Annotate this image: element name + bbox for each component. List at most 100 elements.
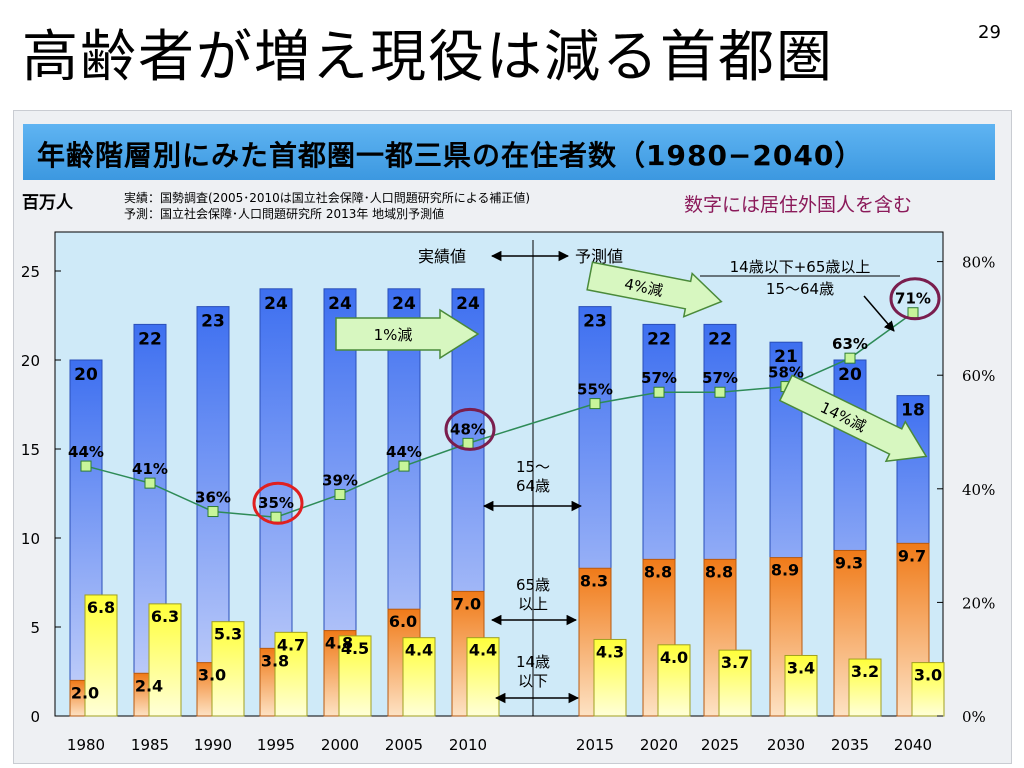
decline-1pct-arrow: 1%減 bbox=[335, 308, 480, 360]
working-age-label: 24 bbox=[456, 294, 480, 314]
working-age-label: 22 bbox=[647, 329, 671, 349]
ratio-point bbox=[144, 477, 156, 489]
group-label-line: 以下 bbox=[518, 672, 548, 690]
ratio-label: 35% bbox=[258, 494, 294, 512]
ratio-point bbox=[398, 460, 410, 472]
elderly-label: 3.0 bbox=[198, 666, 226, 685]
svg-text:65歳以上: 65歳以上 bbox=[516, 576, 550, 613]
ratio-point bbox=[207, 506, 219, 518]
x-tick-label: 2030 bbox=[767, 736, 805, 754]
group-label-line: 14歳 bbox=[516, 653, 550, 671]
children-bar bbox=[718, 649, 752, 717]
x-tick-label: 2005 bbox=[385, 736, 423, 754]
ratio-pointer bbox=[863, 295, 895, 332]
group-label-line: 以上 bbox=[518, 595, 548, 613]
elderly-label: 7.0 bbox=[453, 594, 481, 613]
y2-tick-label: 20% bbox=[962, 594, 995, 612]
group-label-working-age: 15～ 64歳 bbox=[482, 458, 583, 512]
y-tick-label: 0 bbox=[30, 708, 40, 726]
elderly-label: 8.8 bbox=[644, 562, 672, 581]
ratio-point bbox=[462, 437, 474, 449]
x-tick-label: 2015 bbox=[576, 736, 614, 754]
ratio-label: 57% bbox=[641, 369, 677, 387]
children-label: 4.4 bbox=[469, 641, 497, 660]
svg-text:14歳以下: 14歳以下 bbox=[516, 653, 550, 690]
decline-14pct-arrow: 14%減 bbox=[778, 374, 928, 463]
ratio-label: 57% bbox=[702, 369, 738, 387]
y2-tick-label: 60% bbox=[962, 367, 995, 385]
x-tick-label: 2000 bbox=[321, 736, 359, 754]
ratio-point bbox=[334, 488, 346, 500]
group-label-line: 15～ bbox=[516, 458, 550, 476]
y2-tick-label: 0% bbox=[962, 708, 986, 726]
children-bar bbox=[593, 638, 627, 717]
x-tick-label: 1985 bbox=[131, 736, 169, 754]
elderly-label: 8.3 bbox=[580, 571, 608, 590]
children-label: 3.7 bbox=[721, 653, 749, 672]
children-bar bbox=[84, 594, 118, 717]
children-bar bbox=[784, 654, 818, 717]
y-axis-unit: 百万人 bbox=[22, 193, 73, 213]
group-label-line: 64歳 bbox=[516, 477, 550, 495]
elderly-label: 6.0 bbox=[389, 612, 417, 631]
children-bar bbox=[657, 644, 691, 717]
working-age-label: 21 bbox=[774, 347, 798, 367]
children-bar bbox=[466, 637, 500, 717]
foreigner-note: 数字には居住外国人を含む bbox=[684, 194, 913, 216]
children-label: 4.4 bbox=[405, 641, 433, 660]
children-label: 5.3 bbox=[214, 625, 242, 644]
x-tick-label: 2035 bbox=[831, 736, 869, 754]
ratio-label: 44% bbox=[68, 443, 104, 461]
children-label: 4.5 bbox=[341, 639, 369, 658]
children-bar bbox=[911, 662, 945, 717]
working-age-label: 20 bbox=[838, 365, 862, 385]
elderly-label: 9.7 bbox=[898, 546, 926, 565]
children-label: 3.0 bbox=[914, 666, 942, 685]
chart-banner: 年齢階層別にみた首都圏一都三県の在住者数（1980−2040） bbox=[23, 124, 995, 180]
children-label: 4.3 bbox=[596, 642, 624, 661]
ratio-label: 41% bbox=[132, 460, 168, 478]
children-label: 3.4 bbox=[787, 658, 815, 677]
elderly-label: 8.8 bbox=[705, 562, 733, 581]
ratio-label: 71% bbox=[895, 290, 931, 308]
y2-tick-label: 40% bbox=[962, 481, 995, 499]
decline-4pct-arrow: 4%減 bbox=[586, 261, 723, 318]
working-age-label: 24 bbox=[264, 294, 288, 314]
working-age-label: 23 bbox=[583, 312, 607, 332]
children-bar bbox=[211, 621, 245, 717]
ratio-highlight-1995 bbox=[252, 481, 304, 525]
ratio-label: 44% bbox=[386, 443, 422, 461]
y2-tick-label: 80% bbox=[962, 254, 995, 272]
children-bar bbox=[848, 658, 882, 717]
ratio-point bbox=[80, 460, 92, 472]
chart-title: 年齢階層別にみた首都圏一都三県の在住者数（1980−2040） bbox=[37, 139, 864, 172]
ratio-title: 14歳以下+65歳以上 bbox=[730, 258, 871, 276]
ratio-label: 48% bbox=[450, 420, 486, 438]
slide-title: 高齢者が増え現役は減る首都圏 bbox=[22, 25, 834, 90]
ratio-point bbox=[907, 307, 919, 319]
working-age-label: 22 bbox=[708, 329, 732, 349]
elderly-label: 8.9 bbox=[771, 561, 799, 580]
working-age-label: 22 bbox=[138, 329, 162, 349]
ratio-label: 39% bbox=[322, 471, 358, 489]
ratio-label: 55% bbox=[577, 381, 613, 399]
svg-text:15～64歳: 15～ 64歳 bbox=[516, 458, 550, 495]
working-age-label: 23 bbox=[201, 312, 225, 332]
y-tick-label: 10 bbox=[21, 530, 40, 548]
children-bar bbox=[148, 603, 182, 717]
ratio-point bbox=[270, 511, 282, 523]
children-bar bbox=[338, 635, 372, 717]
page-number: 29 bbox=[978, 22, 1001, 43]
children-bar bbox=[402, 637, 436, 717]
decline-1pct-label: 1%減 bbox=[374, 326, 413, 344]
ratio-highlight-2040 bbox=[889, 277, 941, 321]
y-tick-label: 20 bbox=[21, 352, 40, 370]
group-label-children: 14歳以下 bbox=[494, 653, 580, 704]
actual-label: 実績値 bbox=[418, 247, 466, 266]
y-tick-label: 5 bbox=[30, 619, 40, 637]
children-label: 3.2 bbox=[851, 662, 879, 681]
x-tick-label: 2025 bbox=[701, 736, 739, 754]
group-label-elderly: 65歳以上 bbox=[490, 576, 578, 626]
ratio-point bbox=[844, 352, 856, 364]
